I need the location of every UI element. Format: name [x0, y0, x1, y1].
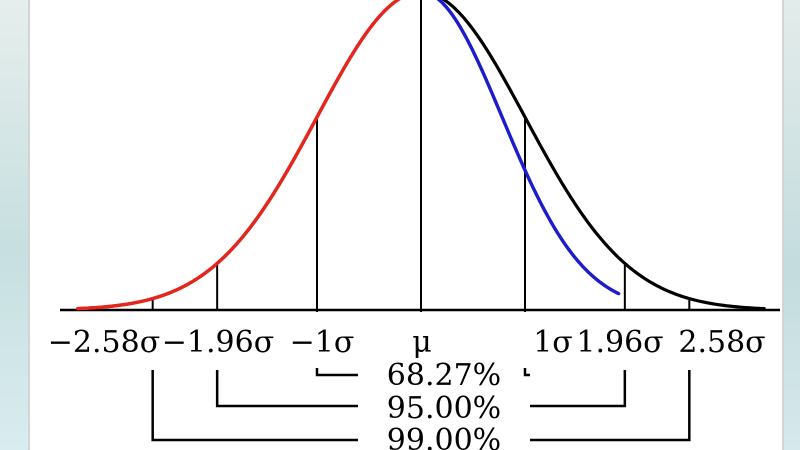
tick-label: −1σ [290, 325, 355, 360]
normal-curve-blue [436, 0, 621, 296]
interval-bracket [215, 370, 627, 408]
left-background-strip [0, 0, 32, 450]
tick-label: −2.58σ [48, 325, 160, 360]
tick-label: 2.58σ [678, 325, 765, 360]
figure-panel: −2.58σ −1.96σ −1σ μ 1σ 1.96σ 2.58σ 68.27% 95.00%… [28, 0, 784, 450]
interval-label: 95.00% [387, 391, 501, 426]
normal-distribution-chart: −2.58σ −1.96σ −1σ μ 1σ 1.96σ 2.58σ 68.27%95.00%… [48, 0, 780, 450]
tick-label: 1.96σ [576, 325, 663, 360]
tick-label: μ [412, 325, 432, 360]
interval-label: 68.27% [387, 358, 501, 393]
tick-label: 1σ [533, 325, 573, 360]
interval-label: 99.00% [387, 423, 501, 450]
normal-curve-red [76, 0, 401, 311]
tick-label: −1.96σ [162, 325, 274, 360]
interval-bracket [151, 370, 691, 442]
interval-bracket [315, 368, 530, 377]
